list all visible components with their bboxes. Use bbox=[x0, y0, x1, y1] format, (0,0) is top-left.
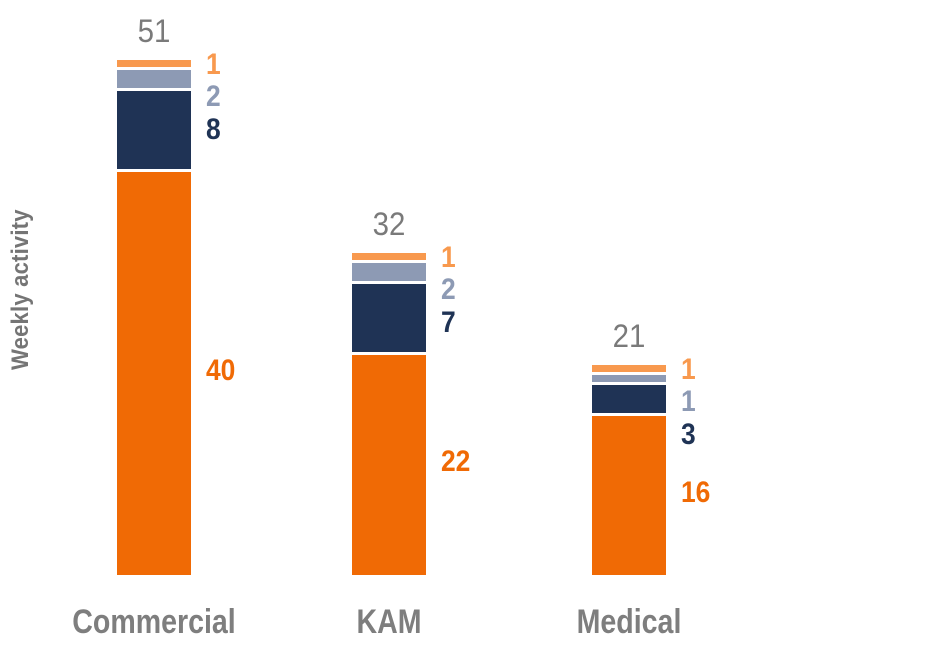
bar-segment-light-orange bbox=[117, 60, 191, 68]
segment-value-label-light-orange: 1 bbox=[441, 241, 456, 275]
category-label-kam: KAM bbox=[356, 603, 422, 641]
segment-value-label-orange-main: 40 bbox=[206, 354, 236, 387]
bar-segment-orange-main bbox=[117, 171, 191, 575]
segment-value-label-navy: 3 bbox=[681, 417, 696, 451]
segment-value-label-orange-main: 16 bbox=[681, 475, 711, 509]
category-label-medical: Medical bbox=[576, 603, 682, 641]
segment-value-label-navy: 8 bbox=[206, 113, 221, 147]
total-label: 51 bbox=[137, 13, 171, 50]
bar-segment-blue-gray bbox=[592, 374, 666, 383]
bar-medical bbox=[592, 364, 666, 575]
segment-value-label-orange-main: 22 bbox=[441, 445, 471, 479]
segment-value-label-light-orange: 1 bbox=[206, 48, 221, 82]
segment-value-label-blue-gray: 1 bbox=[681, 384, 696, 418]
bar-kam bbox=[352, 253, 426, 575]
bar-segment-navy bbox=[352, 283, 426, 352]
bar-segment-orange-main bbox=[592, 415, 666, 575]
bar-commercial bbox=[117, 60, 191, 575]
total-label: 21 bbox=[612, 317, 646, 354]
segment-value-label-blue-gray: 2 bbox=[441, 273, 456, 307]
bar-segment-light-orange bbox=[592, 364, 666, 372]
category-label-commercial: Commercial bbox=[72, 603, 236, 641]
bar-segment-navy bbox=[117, 90, 191, 169]
segment-value-label-light-orange: 1 bbox=[681, 352, 696, 386]
bar-segment-blue-gray bbox=[352, 263, 426, 281]
bar-segment-orange-main bbox=[352, 354, 426, 575]
segment-value-label-navy: 7 bbox=[441, 306, 456, 340]
bar-segment-light-orange bbox=[352, 253, 426, 261]
bar-segment-blue-gray bbox=[117, 70, 191, 88]
bar-segment-navy bbox=[592, 385, 666, 413]
segment-value-label-blue-gray: 2 bbox=[206, 80, 221, 114]
total-label: 32 bbox=[372, 206, 406, 243]
